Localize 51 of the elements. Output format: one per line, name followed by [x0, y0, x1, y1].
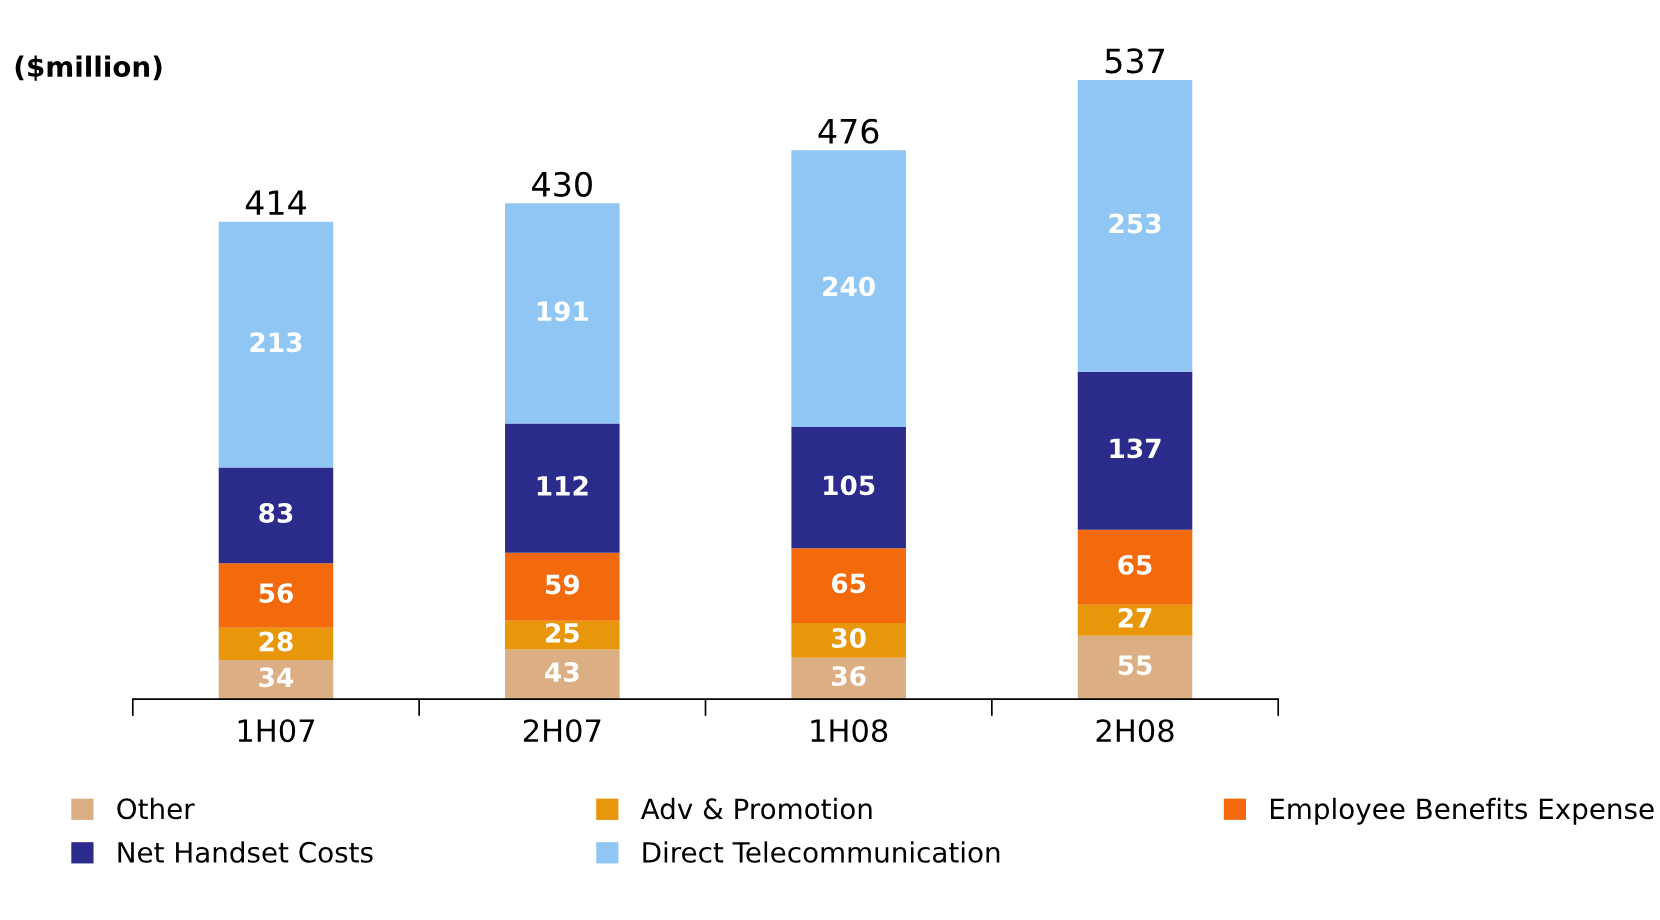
data-label: 34: [259, 667, 294, 688]
bar: [505, 552, 620, 621]
legend-label: Net Handset Costs: [118, 841, 373, 863]
legend-label: Direct Telecommunication: [643, 841, 1000, 863]
bar: [505, 620, 620, 650]
x-tick-label: 2H07: [523, 719, 601, 743]
data-label: 83: [259, 502, 293, 523]
data-label: 36: [832, 666, 866, 687]
legend-label: Other: [117, 797, 195, 820]
bar: [791, 427, 906, 549]
bar: [791, 150, 906, 428]
bar: [505, 649, 620, 700]
x-tick-label: 2H08: [1096, 719, 1174, 743]
total-label: 476: [818, 118, 879, 144]
x-tick-label: 1H07: [238, 719, 315, 743]
data-label: 56: [259, 583, 293, 604]
data-label: 55: [1118, 655, 1152, 676]
data-label: 191: [537, 301, 589, 322]
data-label: 253: [1109, 213, 1161, 234]
legend-label: Adv & Promotion: [640, 797, 872, 820]
bar: [791, 548, 906, 624]
bar: [1077, 529, 1193, 605]
bar: [505, 203, 620, 424]
bar: [218, 221, 334, 468]
bar: [791, 623, 906, 658]
total-label: 414: [245, 190, 306, 215]
data-label: 240: [823, 276, 875, 297]
data-label: 137: [1110, 438, 1161, 459]
data-label: 112: [537, 475, 588, 496]
data-label: 25: [546, 622, 579, 643]
bar: [218, 563, 334, 628]
y-axis-title: ($million): [15, 55, 162, 81]
total-label: 537: [1105, 48, 1164, 74]
bar: [1077, 604, 1193, 636]
data-label: 27: [1118, 607, 1152, 628]
data-label: 213: [250, 332, 302, 353]
bar: [218, 467, 334, 564]
bar: [1077, 79, 1193, 372]
data-label: 65: [831, 573, 866, 594]
bar: [1077, 635, 1193, 700]
total-label: 430: [532, 171, 592, 197]
data-label: 43: [545, 662, 579, 683]
data-label: 30: [832, 628, 866, 649]
data-label: 105: [824, 475, 875, 496]
data-label: 65: [1118, 554, 1152, 575]
bar: [1077, 371, 1193, 530]
data-label: 59: [546, 574, 579, 595]
x-tick-label: 1H08: [811, 719, 888, 743]
data-label: 28: [259, 631, 293, 652]
bar: [505, 423, 620, 553]
legend-label: Employee Benefits Expense: [1271, 797, 1654, 825]
